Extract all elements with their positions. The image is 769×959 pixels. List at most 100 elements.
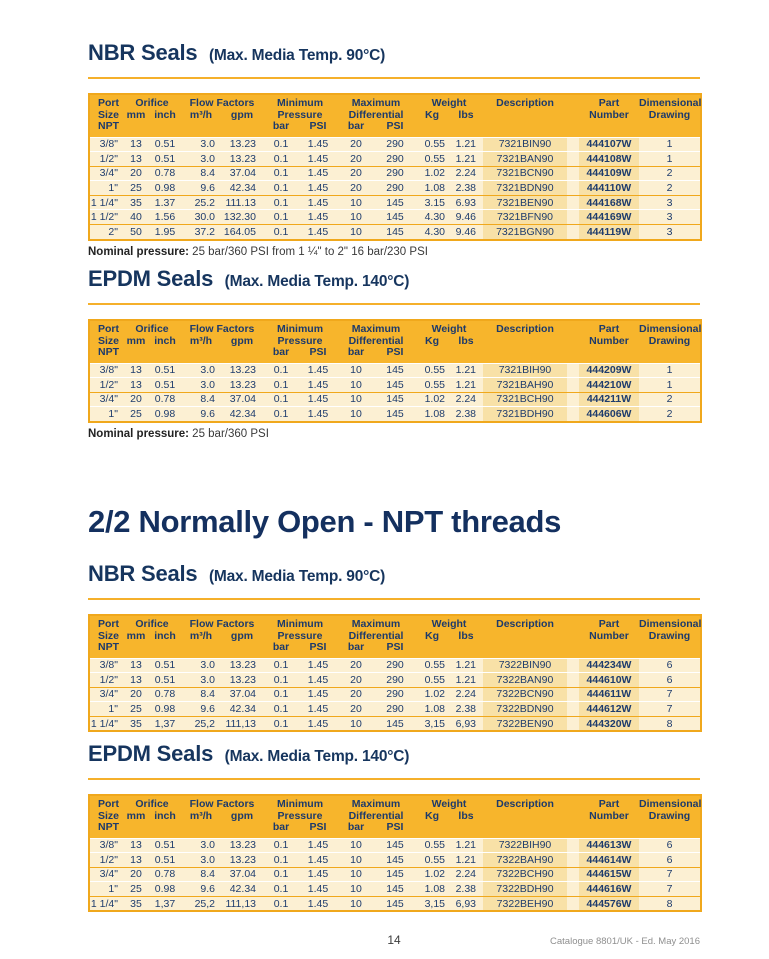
header-flow-units: m³/h gpm (181, 630, 263, 643)
table-row: 1" 25 0.98 9.6 42.34 0.1 1.45 10 145 1.08 2.38 7321… (89, 406, 701, 422)
cell-part-number: 444320W (579, 716, 639, 732)
cell-orifice-inch: 1,37 (149, 716, 181, 732)
seals-section: EPDM Seals (Max. Media Temp. 140°C) Port… (88, 266, 702, 441)
header-unit-gpm: gpm (230, 334, 254, 347)
header-spacer (567, 615, 579, 659)
cell-flow-gpm: 37.04 (221, 867, 263, 883)
page-heading: 2/2 Normally Open - NPT threads (88, 503, 562, 539)
cell-port-size: 3/4" (89, 687, 123, 703)
cell-description: 7322BIN90 (483, 658, 567, 674)
spacer-cell (567, 406, 579, 422)
header-unit-bar: bar (347, 641, 365, 653)
cell-part-number: 444612W (579, 701, 639, 717)
cell-max-differential-bar: 10 (337, 406, 375, 422)
header-orifice-units: mm inch (123, 630, 181, 643)
header-unit-bar: bar (347, 821, 365, 833)
header-weight: Weight Kg lbs (415, 795, 483, 839)
header-weight: Weight Kg lbs (415, 615, 483, 659)
cell-max-differential-psi: 290 (375, 137, 415, 153)
cell-dimensional-drawing: 2 (639, 166, 701, 182)
cell-flow-gpm: 132.30 (221, 209, 263, 226)
cell-dimensional-drawing: 3 (639, 209, 701, 226)
cell-flow-m3h: 25.2 (181, 195, 221, 211)
section-title-text: NBR Seals (88, 40, 198, 65)
cell-orifice-mm: 35 (123, 195, 149, 211)
cell-part-number: 444169W (579, 209, 639, 226)
spacer-cell (567, 195, 579, 211)
header-unit-bar: bar (272, 120, 290, 132)
cell-orifice-mm: 25 (123, 701, 149, 717)
cell-dimensional-drawing: 2 (639, 392, 701, 408)
cell-max-differential-bar: 10 (337, 224, 375, 240)
cell-part-number: 444119W (579, 224, 639, 240)
cell-min-pressure-psi: 1.45 (299, 209, 337, 226)
cell-weight-kg: 0.55 (415, 137, 449, 153)
seals-section: NBR Seals (Max. Media Temp. 90°C) Port S… (88, 561, 702, 733)
table-row: 1 1/4" 35 1,37 25,2 111,13 0.1 1.45 10 145 3,15 6,… (89, 716, 701, 732)
header-unit-lbs: lbs (458, 809, 474, 822)
header-unit-psi: PSI (309, 821, 327, 833)
cell-weight-lbs: 2.38 (449, 881, 483, 897)
cell-port-size: 2" (89, 224, 123, 240)
cell-min-pressure-bar: 0.1 (263, 881, 299, 897)
header-unit-bar: bar (347, 346, 365, 358)
cell-orifice-mm: 13 (123, 838, 149, 854)
cell-min-pressure-psi: 1.45 (299, 195, 337, 211)
header-unit-lbs: lbs (458, 108, 474, 121)
cell-min-pressure-psi: 1.45 (299, 867, 337, 883)
header-unit-psi: PSI (386, 120, 404, 132)
cell-max-differential-psi: 145 (375, 838, 415, 854)
header-orifice-label: Orifice (135, 323, 169, 335)
spacer-cell (567, 363, 579, 379)
header-dimensional-drawing: Dimensional Drawing (639, 615, 701, 659)
header-unit-m3h: m³/h (189, 334, 213, 347)
cell-max-differential-bar: 10 (337, 867, 375, 883)
header-unit-inch: inch (154, 334, 176, 347)
cell-min-pressure-psi: 1.45 (299, 377, 337, 393)
cell-flow-m3h: 9.6 (181, 180, 221, 196)
table-row: 3/8" 13 0.51 3.0 13.23 0.1 1.45 10 145 0.55 1.21 73… (89, 363, 701, 379)
table-row: 1/2" 13 0.51 3.0 13.23 0.1 1.45 20 290 0.55 1.21 73… (89, 151, 701, 167)
header-weight-units: Kg lbs (415, 335, 483, 348)
cell-description: 7321BAH90 (483, 377, 567, 393)
cell-max-differential-psi: 145 (375, 867, 415, 883)
header-max-label: Maximum Differential (348, 323, 404, 347)
cell-orifice-inch: 0.51 (149, 658, 181, 674)
cell-flow-m3h: 3.0 (181, 852, 221, 868)
cell-max-differential-psi: 145 (375, 716, 415, 732)
cell-min-pressure-bar: 0.1 (263, 137, 299, 153)
header-unit-bar: bar (272, 346, 290, 358)
cell-weight-kg: 4.30 (415, 224, 449, 240)
cell-min-pressure-bar: 0.1 (263, 867, 299, 883)
cell-min-pressure-bar: 0.1 (263, 716, 299, 732)
header-min-label: Minimum Pressure (276, 97, 324, 121)
cell-part-number: 444234W (579, 658, 639, 674)
cell-min-pressure-psi: 1.45 (299, 701, 337, 717)
cell-part-number: 444107W (579, 137, 639, 153)
cell-flow-m3h: 25,2 (181, 896, 221, 912)
cell-weight-lbs: 2.24 (449, 687, 483, 703)
cell-orifice-mm: 35 (123, 716, 149, 732)
cell-orifice-mm: 20 (123, 687, 149, 703)
cell-dimensional-drawing: 7 (639, 867, 701, 883)
header-description: Description (483, 320, 567, 364)
header-unit-mm: mm (126, 334, 146, 347)
cell-description: 7321BGN90 (483, 224, 567, 240)
cell-flow-gpm: 111.13 (221, 195, 263, 211)
header-unit-inch: inch (154, 809, 176, 822)
header-flow-label: Flow Factors (189, 323, 255, 335)
table-header-row: Port Size NPT Orifice mm inch Flow Facto… (89, 615, 701, 659)
cell-flow-m3h: 37.2 (181, 224, 221, 240)
cell-flow-m3h: 9.6 (181, 406, 221, 422)
cell-dimensional-drawing: 1 (639, 137, 701, 153)
cell-flow-gpm: 13.23 (221, 137, 263, 153)
cell-orifice-inch: 0.78 (149, 392, 181, 408)
header-flow-factors: Flow Factors m³/h gpm (181, 320, 263, 364)
cell-max-differential-psi: 145 (375, 209, 415, 226)
cell-flow-m3h: 3.0 (181, 151, 221, 167)
cell-flow-m3h: 3.0 (181, 137, 221, 153)
cell-max-differential-psi: 290 (375, 180, 415, 196)
cell-dimensional-drawing: 6 (639, 852, 701, 868)
seals-section: EPDM Seals (Max. Media Temp. 140°C) Port… (88, 741, 702, 913)
cell-orifice-inch: 1.37 (149, 195, 181, 211)
